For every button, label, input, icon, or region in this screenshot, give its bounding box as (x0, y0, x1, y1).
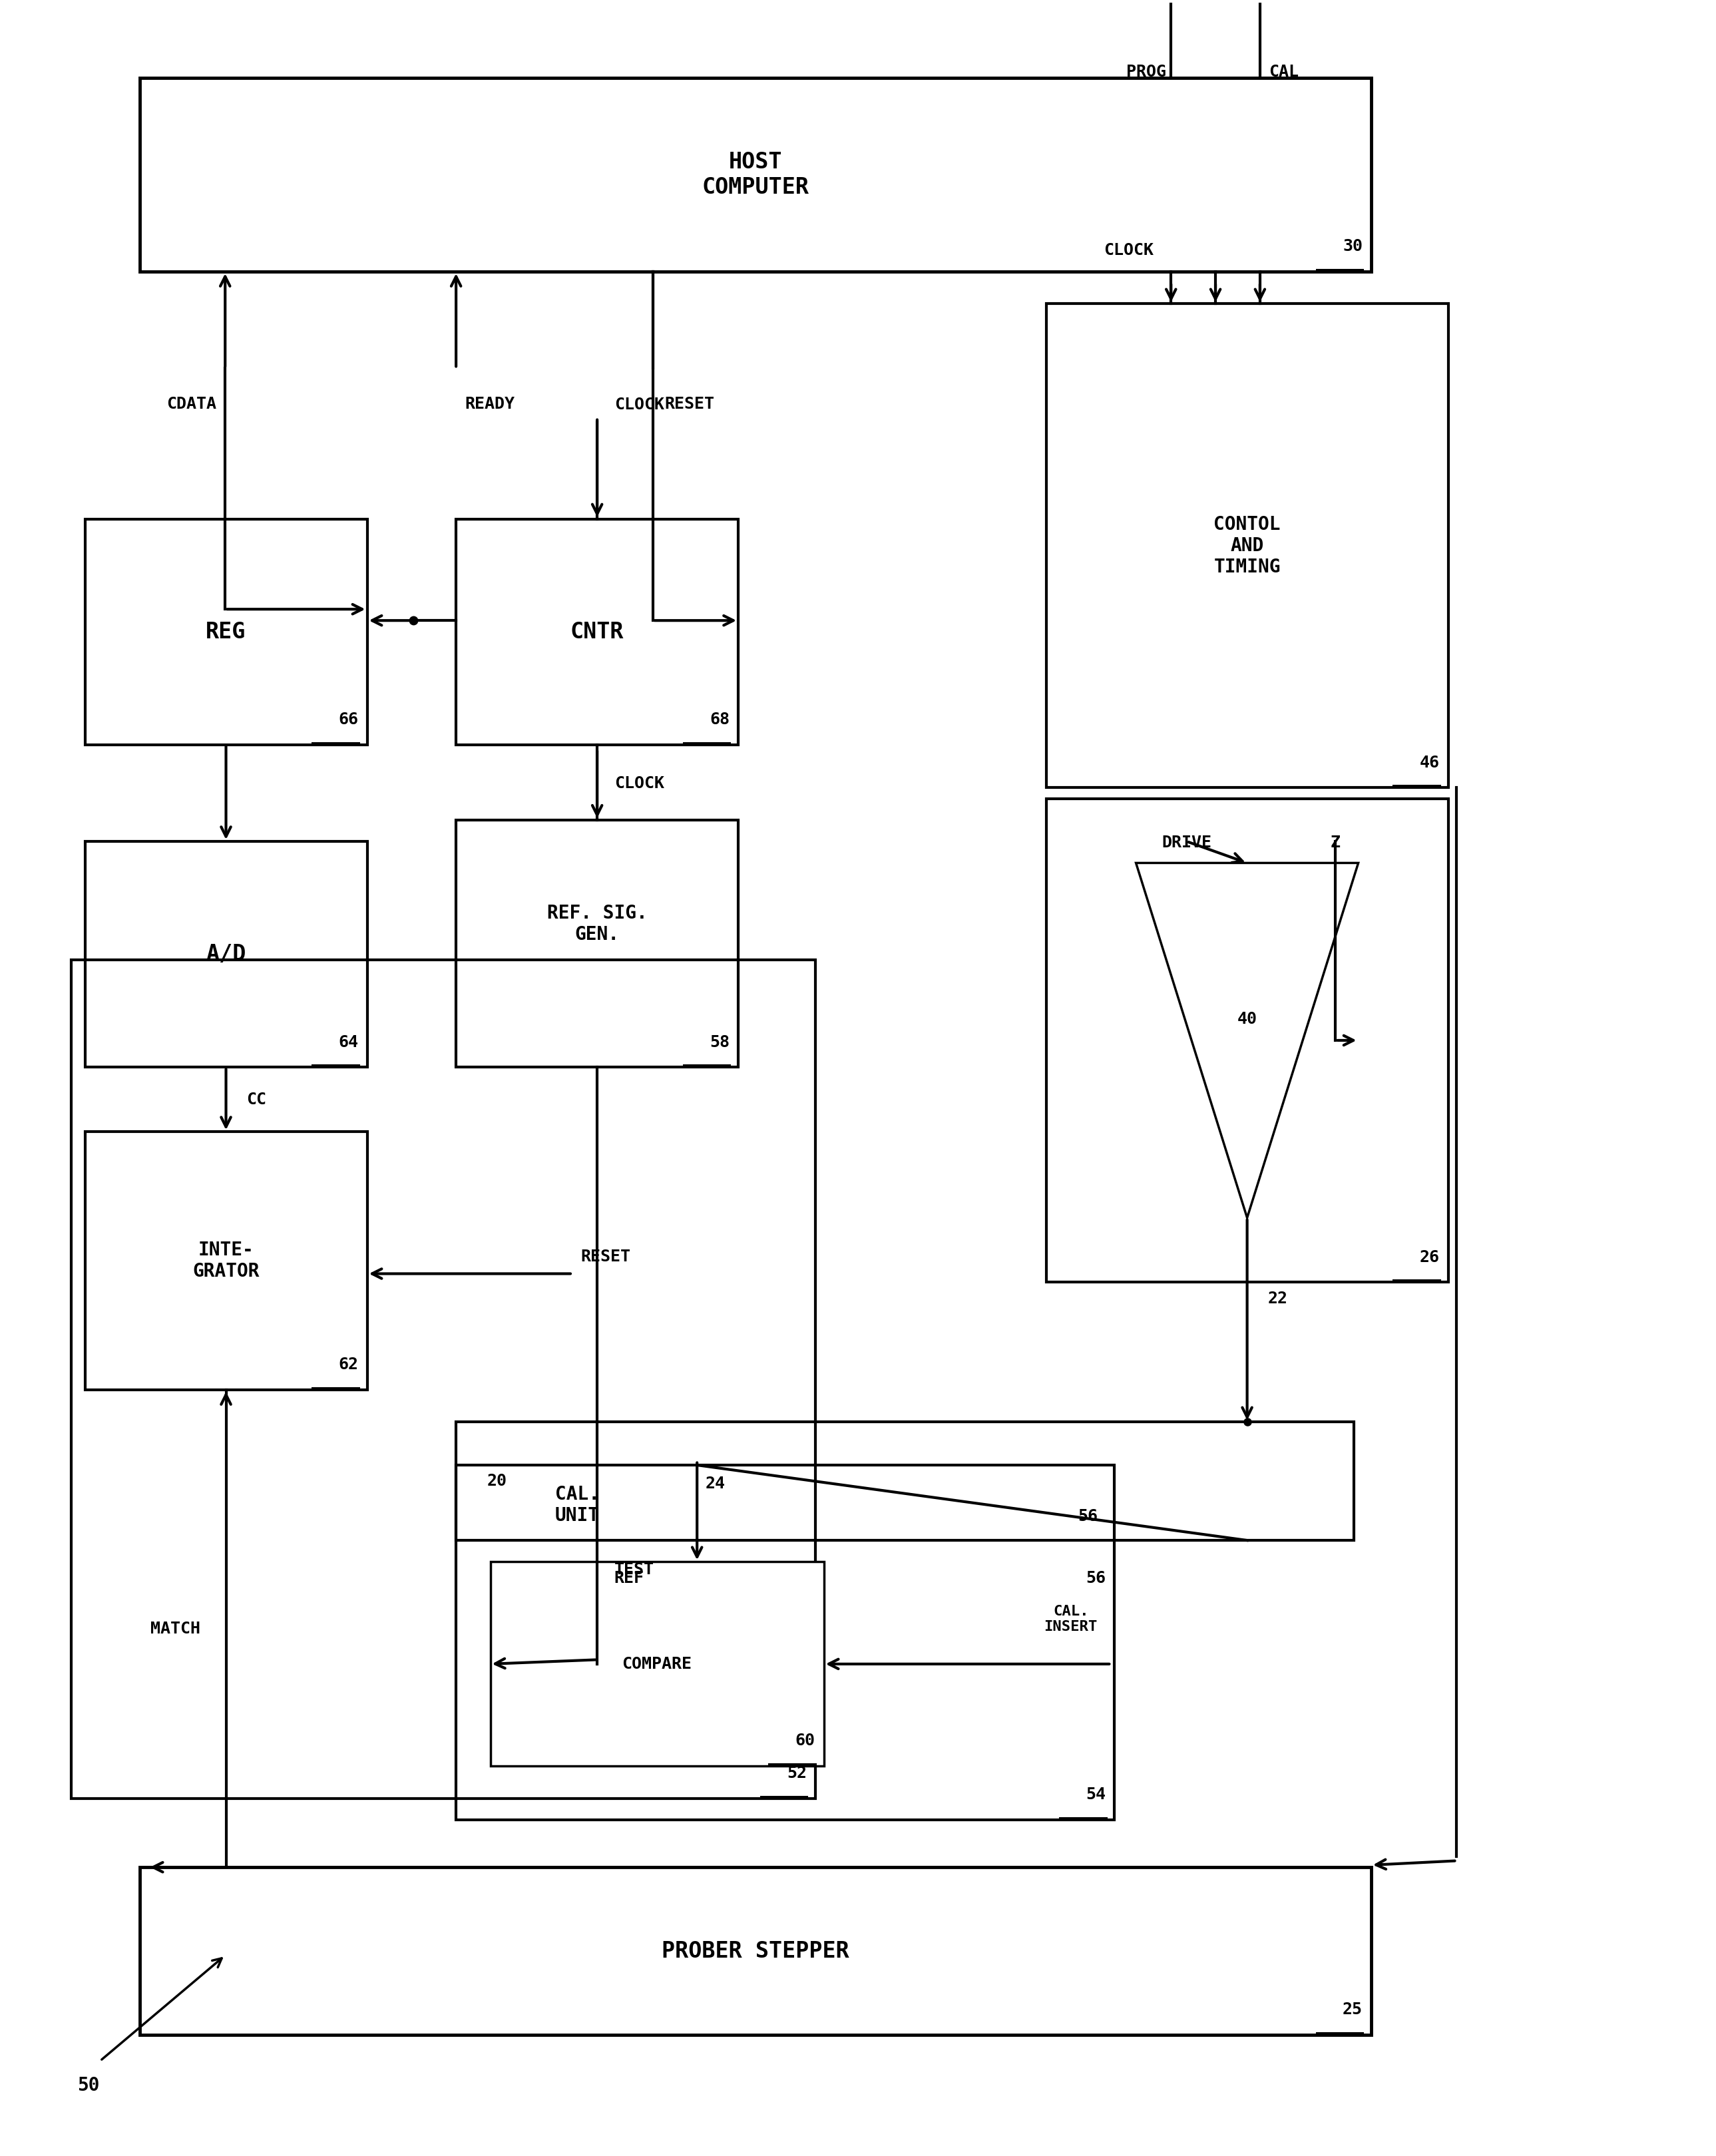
Text: CLOCK: CLOCK (614, 397, 664, 414)
Bar (456, 520, 738, 744)
Text: CC: CC (247, 1091, 266, 1108)
Text: 66: 66 (338, 711, 359, 727)
Text: CAL: CAL (1268, 63, 1299, 80)
Bar (84, 1132, 367, 1391)
Text: CDATA: CDATA (166, 397, 216, 412)
Text: PROBER STEPPER: PROBER STEPPER (662, 1940, 849, 1962)
Text: 20: 20 (487, 1473, 506, 1490)
Text: Z: Z (1330, 834, 1340, 852)
Text: 24: 24 (705, 1477, 726, 1492)
Text: 46: 46 (1419, 755, 1440, 770)
Text: 26: 26 (1419, 1248, 1440, 1266)
Text: READY: READY (465, 397, 515, 412)
Text: PROG: PROG (1126, 63, 1165, 80)
Bar (84, 841, 367, 1067)
Text: HOST
COMPUTER: HOST COMPUTER (702, 151, 808, 198)
Text: REF. SIG.
GEN.: REF. SIG. GEN. (547, 903, 647, 944)
Bar (1047, 304, 1448, 787)
Bar (139, 1867, 1371, 2035)
Text: CAL.
INSERT: CAL. INSERT (1043, 1604, 1098, 1634)
Text: REF: REF (614, 1570, 644, 1587)
Bar (456, 1466, 1115, 1820)
Text: A/D: A/D (206, 944, 245, 966)
Bar (139, 78, 1371, 272)
Text: 64: 64 (338, 1035, 359, 1050)
Text: CONTOL
AND
TIMING: CONTOL AND TIMING (1213, 515, 1280, 576)
Bar (456, 819, 738, 1067)
Text: 58: 58 (710, 1035, 729, 1050)
Text: 52: 52 (786, 1766, 807, 1781)
Text: DRIVE: DRIVE (1162, 834, 1211, 852)
Text: CLOCK: CLOCK (614, 776, 664, 791)
Text: 60: 60 (795, 1733, 815, 1749)
Text: 30: 30 (1342, 239, 1363, 254)
Text: MATCH: MATCH (151, 1621, 201, 1636)
Text: RESET: RESET (664, 397, 714, 412)
Text: COMPARE: COMPARE (623, 1656, 692, 1673)
Bar (456, 1423, 1354, 1539)
Text: CAL.
UNIT: CAL. UNIT (554, 1485, 599, 1524)
Text: INTE-
GRATOR: INTE- GRATOR (192, 1240, 259, 1281)
Text: CLOCK: CLOCK (1103, 241, 1153, 259)
Text: 50: 50 (77, 2076, 100, 2093)
Text: TEST: TEST (614, 1561, 654, 1578)
Text: 56: 56 (1078, 1507, 1098, 1524)
Text: CNTR: CNTR (570, 621, 625, 642)
Text: 56: 56 (1086, 1570, 1107, 1587)
Text: 22: 22 (1268, 1291, 1287, 1307)
Bar (1047, 798, 1448, 1283)
Text: 25: 25 (1342, 2001, 1363, 2018)
Text: REG: REG (206, 621, 245, 642)
Bar (491, 1561, 824, 1766)
Bar (84, 520, 367, 744)
Text: 62: 62 (338, 1356, 359, 1373)
Bar (70, 959, 815, 1798)
Text: RESET: RESET (582, 1248, 631, 1263)
Text: 68: 68 (710, 711, 729, 727)
Text: 54: 54 (1086, 1787, 1107, 1802)
Text: 40: 40 (1237, 1011, 1258, 1026)
